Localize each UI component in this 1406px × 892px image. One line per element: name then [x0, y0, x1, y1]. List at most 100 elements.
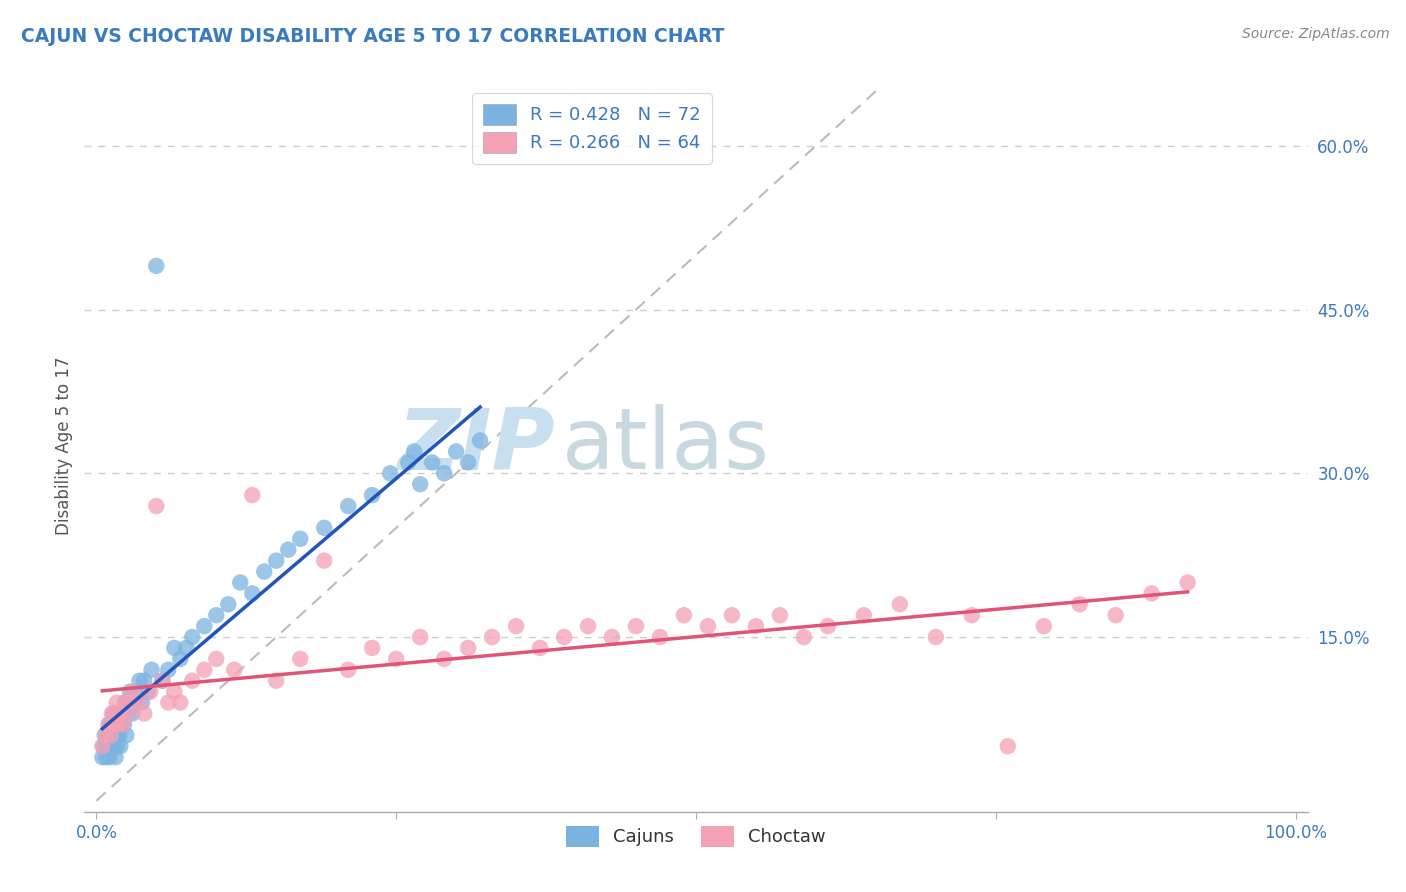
- Legend: Cajuns, Choctaw: Cajuns, Choctaw: [560, 819, 832, 854]
- Cajuns: [240, 586, 263, 600]
- Choctaw: [103, 706, 125, 721]
- Cajuns: [107, 717, 129, 731]
- Cajuns: [94, 750, 117, 764]
- Choctaw: [111, 717, 134, 731]
- Text: atlas: atlas: [561, 404, 769, 488]
- Cajuns: [111, 706, 134, 721]
- Cajuns: [98, 717, 121, 731]
- Choctaw: [205, 652, 228, 666]
- Choctaw: [433, 652, 456, 666]
- Cajuns: [404, 444, 426, 458]
- Cajuns: [163, 640, 186, 655]
- Choctaw: [91, 739, 114, 754]
- Cajuns: [108, 728, 131, 742]
- Cajuns: [97, 739, 120, 754]
- Choctaw: [505, 619, 527, 633]
- Choctaw: [193, 663, 215, 677]
- Cajuns: [107, 728, 129, 742]
- Choctaw: [104, 717, 127, 731]
- Cajuns: [124, 696, 146, 710]
- Cajuns: [110, 717, 132, 731]
- Cajuns: [253, 565, 276, 579]
- Cajuns: [277, 542, 299, 557]
- Choctaw: [600, 630, 623, 644]
- Text: Source: ZipAtlas.com: Source: ZipAtlas.com: [1241, 27, 1389, 41]
- Choctaw: [361, 640, 384, 655]
- Cajuns: [110, 739, 132, 754]
- Choctaw: [553, 630, 575, 644]
- Choctaw: [697, 619, 720, 633]
- Text: ZIP: ZIP: [398, 404, 555, 488]
- Cajuns: [104, 717, 127, 731]
- Choctaw: [134, 706, 156, 721]
- Cajuns: [110, 706, 132, 721]
- Choctaw: [624, 619, 647, 633]
- Choctaw: [139, 684, 162, 698]
- Cajuns: [114, 696, 136, 710]
- Choctaw: [118, 696, 141, 710]
- Cajuns: [97, 728, 120, 742]
- Cajuns: [103, 728, 125, 742]
- Cajuns: [314, 521, 336, 535]
- Cajuns: [98, 750, 121, 764]
- Choctaw: [817, 619, 839, 633]
- Cajuns: [100, 739, 122, 754]
- Cajuns: [117, 706, 139, 721]
- Choctaw: [121, 684, 143, 698]
- Choctaw: [101, 717, 124, 731]
- Choctaw: [745, 619, 768, 633]
- Choctaw: [721, 608, 744, 623]
- Cajuns: [409, 477, 432, 491]
- Choctaw: [481, 630, 503, 644]
- Cajuns: [105, 739, 128, 754]
- Choctaw: [97, 717, 120, 731]
- Cajuns: [229, 575, 252, 590]
- Cajuns: [169, 652, 191, 666]
- Cajuns: [141, 663, 163, 677]
- Choctaw: [529, 640, 551, 655]
- Cajuns: [96, 739, 118, 754]
- Cajuns: [396, 455, 419, 469]
- Cajuns: [104, 728, 127, 742]
- Cajuns: [101, 717, 124, 731]
- Cajuns: [264, 554, 287, 568]
- Choctaw: [889, 597, 911, 611]
- Choctaw: [1069, 597, 1091, 611]
- Choctaw: [224, 663, 246, 677]
- Choctaw: [925, 630, 948, 644]
- Cajuns: [174, 640, 197, 655]
- Choctaw: [110, 706, 132, 721]
- Choctaw: [169, 696, 191, 710]
- Cajuns: [112, 717, 135, 731]
- Y-axis label: Disability Age 5 to 17: Disability Age 5 to 17: [55, 357, 73, 535]
- Choctaw: [127, 696, 149, 710]
- Cajuns: [128, 673, 150, 688]
- Choctaw: [1140, 586, 1163, 600]
- Cajuns: [337, 499, 360, 513]
- Cajuns: [101, 706, 124, 721]
- Choctaw: [997, 739, 1019, 754]
- Cajuns: [150, 673, 173, 688]
- Choctaw: [163, 684, 186, 698]
- Cajuns: [131, 696, 153, 710]
- Cajuns: [105, 706, 128, 721]
- Cajuns: [444, 444, 467, 458]
- Choctaw: [100, 728, 122, 742]
- Choctaw: [457, 640, 479, 655]
- Choctaw: [1105, 608, 1128, 623]
- Cajuns: [121, 706, 143, 721]
- Choctaw: [648, 630, 671, 644]
- Choctaw: [181, 673, 204, 688]
- Cajuns: [115, 728, 138, 742]
- Cajuns: [136, 684, 159, 698]
- Cajuns: [433, 467, 456, 481]
- Cajuns: [118, 684, 141, 698]
- Choctaw: [337, 663, 360, 677]
- Cajuns: [217, 597, 239, 611]
- Cajuns: [361, 488, 384, 502]
- Cajuns: [104, 750, 127, 764]
- Cajuns: [93, 739, 115, 754]
- Cajuns: [457, 455, 479, 469]
- Text: CAJUN VS CHOCTAW DISABILITY AGE 5 TO 17 CORRELATION CHART: CAJUN VS CHOCTAW DISABILITY AGE 5 TO 17 …: [21, 27, 724, 45]
- Choctaw: [105, 696, 128, 710]
